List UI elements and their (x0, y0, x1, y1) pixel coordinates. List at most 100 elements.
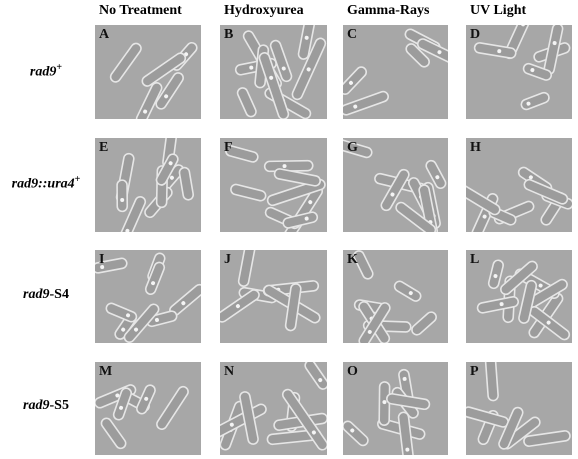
cells (115, 138, 195, 232)
cell (380, 168, 410, 212)
cell (405, 43, 430, 68)
cell (236, 87, 257, 118)
cell (353, 250, 374, 280)
cell (281, 388, 327, 451)
allele-suffix: -S5 (49, 398, 69, 413)
row-label: rad9-S4 (0, 287, 92, 303)
strain-name: rad9 (23, 287, 50, 302)
micrograph-panel: E (95, 138, 201, 232)
cell (343, 66, 368, 96)
cell (291, 37, 327, 101)
cell (343, 90, 389, 116)
cell (518, 279, 538, 324)
cell (500, 260, 538, 296)
cell (397, 411, 415, 455)
cell (266, 178, 326, 207)
cell (358, 302, 391, 343)
row-label: rad9-S5 (0, 398, 92, 414)
column-header: UV Light (470, 3, 527, 18)
cell (343, 420, 369, 447)
cell (282, 211, 319, 229)
micrograph-panel: B (220, 25, 327, 119)
row-label: rad9::ura4+ (0, 174, 92, 193)
cells (343, 28, 448, 116)
cell (258, 52, 290, 119)
cells (476, 259, 571, 341)
cell (117, 195, 147, 232)
row-label: rad9+ (0, 62, 92, 81)
panel-letter: O (347, 364, 358, 379)
micrograph-panel: O (343, 362, 448, 455)
cells (473, 25, 571, 111)
cells (234, 25, 327, 119)
panel-letter: A (99, 27, 110, 42)
cell (393, 280, 422, 302)
micrograph-panel: G (343, 138, 448, 232)
cell (411, 311, 437, 336)
panel-letter: G (347, 140, 358, 155)
cell (155, 72, 184, 110)
cells (95, 252, 201, 343)
cell (395, 201, 437, 232)
panel-letter: N (224, 364, 235, 379)
cell (498, 406, 524, 450)
cell (520, 91, 550, 111)
cells (109, 41, 198, 119)
allele-suffix: -S4 (49, 287, 69, 302)
cell (522, 62, 553, 81)
panel-letter: L (470, 252, 480, 267)
cell (225, 145, 259, 163)
panel-letter: H (470, 140, 481, 155)
strain-name: rad9 (29, 64, 57, 80)
strain-name: rad9::ura4 (11, 176, 75, 192)
cell (269, 39, 293, 83)
micrograph-panel: C (343, 25, 448, 119)
cell (343, 138, 373, 159)
cell (273, 168, 321, 187)
cell (297, 25, 316, 60)
cell (523, 430, 571, 447)
panel-letter: I (99, 252, 105, 267)
superscript: + (56, 62, 63, 73)
cells (220, 362, 327, 451)
cell (105, 302, 138, 323)
cell (378, 381, 391, 426)
cell (100, 417, 127, 450)
micrograph-panel: I (95, 250, 201, 343)
cell (109, 42, 142, 83)
micrograph-panel: K (343, 250, 448, 343)
cell (220, 289, 260, 323)
cell (386, 393, 431, 411)
cells (225, 145, 326, 232)
panel-letter: K (347, 252, 358, 267)
panel-letter: J (224, 252, 231, 267)
micrograph-panel: M (95, 362, 201, 455)
cell (144, 261, 166, 295)
micrograph-panel: D (466, 25, 572, 119)
column-header: Gamma-Rays (347, 3, 430, 18)
cell (523, 178, 569, 205)
micrograph-panel: J (220, 250, 327, 343)
cell (476, 296, 520, 314)
cells (353, 250, 437, 343)
cell (116, 179, 129, 213)
cell (284, 283, 302, 332)
panel-letter: F (224, 140, 233, 155)
cells (343, 368, 431, 455)
micrograph-panel: A (95, 25, 201, 119)
micrograph-panel: F (220, 138, 327, 232)
strain-name: rad9 (23, 398, 50, 413)
cell (156, 385, 189, 430)
cell (484, 362, 499, 402)
micrograph-panel: H (466, 138, 572, 232)
cell (123, 303, 160, 343)
column-header: Hydroxyurea (224, 3, 304, 18)
cells (95, 384, 189, 450)
cells (343, 138, 447, 232)
column-header: No Treatment (99, 3, 182, 18)
panel-letter: C (347, 27, 358, 42)
cell (237, 250, 257, 287)
cell (416, 38, 448, 65)
micrograph-panel: N (220, 362, 327, 455)
